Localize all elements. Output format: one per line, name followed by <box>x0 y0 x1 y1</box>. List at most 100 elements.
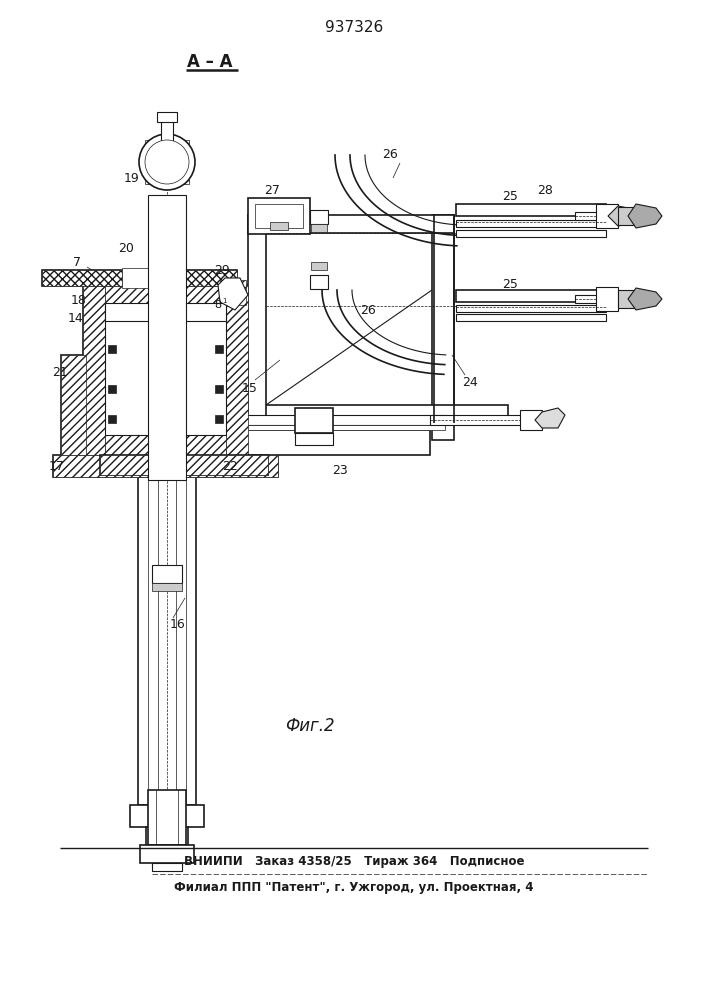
Bar <box>310 210 328 224</box>
Text: Филиал ППП "Патент", г. Ужгород, ул. Проектная, 4: Филиал ППП "Патент", г. Ужгород, ул. Про… <box>174 880 534 894</box>
Bar <box>105 303 226 321</box>
Bar <box>108 415 116 423</box>
Bar <box>105 285 226 305</box>
Bar <box>152 583 182 591</box>
Text: 16: 16 <box>170 618 186 632</box>
Polygon shape <box>628 288 662 310</box>
Bar <box>130 805 204 827</box>
Bar <box>152 857 182 867</box>
Bar <box>83 285 105 455</box>
Bar <box>295 408 333 433</box>
Text: 23: 23 <box>332 464 348 477</box>
Text: 26: 26 <box>382 148 398 161</box>
Bar <box>270 222 288 230</box>
Bar <box>248 405 508 423</box>
Bar <box>215 415 223 423</box>
Bar <box>105 303 226 321</box>
Bar <box>140 845 194 863</box>
Bar <box>456 204 606 216</box>
Bar <box>310 275 328 289</box>
Text: 14: 14 <box>68 312 84 324</box>
Text: 937326: 937326 <box>325 20 383 35</box>
Text: 25: 25 <box>502 278 518 292</box>
Bar <box>53 455 278 477</box>
Bar <box>108 385 116 393</box>
Bar <box>248 215 454 233</box>
Text: 17: 17 <box>49 460 65 474</box>
Bar <box>105 435 226 455</box>
Bar <box>155 270 237 286</box>
Bar <box>255 204 303 228</box>
Bar <box>618 290 638 308</box>
Polygon shape <box>180 430 430 455</box>
Text: ВНИИПИ   Заказ 4358/25   Тираж 364   Подписное: ВНИИПИ Заказ 4358/25 Тираж 364 Подписное <box>184 856 525 868</box>
Bar <box>42 270 237 286</box>
Bar <box>456 305 606 312</box>
Text: 25: 25 <box>502 190 518 202</box>
Bar <box>295 433 333 445</box>
Text: 27: 27 <box>264 184 280 196</box>
Text: 20: 20 <box>118 241 134 254</box>
Text: 24: 24 <box>462 375 478 388</box>
Circle shape <box>145 140 189 184</box>
Bar <box>61 355 86 455</box>
Bar <box>146 827 188 857</box>
Bar <box>596 287 618 311</box>
Bar <box>42 270 122 286</box>
Polygon shape <box>628 204 662 228</box>
Text: 19: 19 <box>124 172 140 184</box>
Text: 28: 28 <box>537 184 553 196</box>
Text: 15: 15 <box>242 381 258 394</box>
Bar <box>161 120 173 162</box>
Polygon shape <box>608 206 643 226</box>
Bar <box>220 280 246 305</box>
Bar <box>105 321 226 335</box>
Bar <box>215 345 223 353</box>
Bar <box>148 790 186 845</box>
Bar <box>311 262 327 270</box>
Bar <box>575 295 645 303</box>
Bar <box>145 140 189 184</box>
Polygon shape <box>218 278 248 310</box>
Bar <box>157 112 177 122</box>
Text: 21: 21 <box>52 365 68 378</box>
Text: 18: 18 <box>71 294 87 306</box>
Bar <box>108 345 116 353</box>
Bar <box>215 385 223 393</box>
Bar <box>105 305 226 435</box>
Bar <box>152 565 182 583</box>
Bar <box>226 285 248 455</box>
Bar <box>432 215 454 440</box>
Text: 26: 26 <box>360 304 376 316</box>
Bar <box>456 230 606 237</box>
Bar <box>618 207 638 225</box>
Bar <box>248 215 266 423</box>
Bar <box>248 198 310 234</box>
Bar <box>456 314 606 321</box>
Bar <box>83 285 248 455</box>
Text: 8: 8 <box>214 300 221 310</box>
Circle shape <box>139 134 195 190</box>
Text: 22: 22 <box>222 460 238 474</box>
Bar <box>61 355 86 455</box>
Text: Фиг.2: Фиг.2 <box>285 717 335 735</box>
Text: 1: 1 <box>222 298 226 304</box>
Bar <box>122 268 157 288</box>
Bar <box>138 455 196 805</box>
Bar <box>430 415 540 425</box>
Bar <box>456 290 606 302</box>
Text: 29: 29 <box>214 263 230 276</box>
Bar <box>180 415 445 425</box>
Bar <box>152 863 182 871</box>
Bar <box>575 212 645 220</box>
Bar <box>596 204 618 228</box>
Bar <box>456 220 606 227</box>
Bar <box>100 455 268 475</box>
Bar <box>100 455 268 475</box>
Polygon shape <box>535 408 565 428</box>
Bar <box>148 195 186 480</box>
Text: 7: 7 <box>73 256 81 269</box>
Bar <box>311 224 327 232</box>
Text: А – А: А – А <box>187 53 233 71</box>
Bar <box>520 410 542 430</box>
